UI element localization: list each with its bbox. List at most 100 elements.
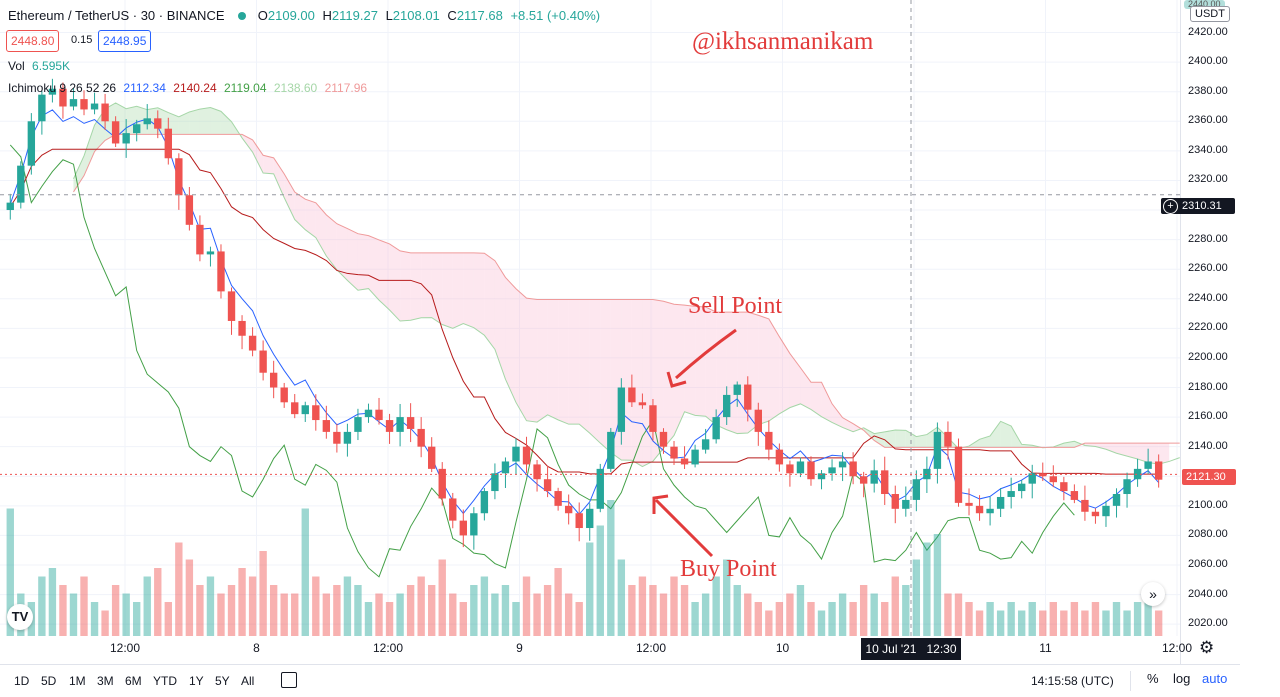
price-tick-label: 2240.00 bbox=[1188, 291, 1228, 304]
ichimoku-cloud bbox=[199, 107, 211, 135]
price-chart[interactable] bbox=[0, 0, 1240, 664]
volume-legend[interactable]: Vol 6.595K bbox=[8, 59, 74, 73]
ichimoku-span-b: 2117.96 bbox=[324, 81, 368, 95]
candle-body bbox=[322, 420, 331, 432]
volume-bar bbox=[396, 593, 404, 636]
candle-body bbox=[238, 320, 246, 336]
tv-logo-icon[interactable]: TV bbox=[7, 604, 33, 630]
volume-bar bbox=[891, 576, 899, 636]
volume-bar bbox=[723, 559, 731, 636]
volume-bar bbox=[965, 602, 973, 636]
volume-bar bbox=[175, 542, 183, 636]
candle-body bbox=[17, 165, 25, 203]
timeframe-6m[interactable]: 6M bbox=[125, 674, 142, 688]
candle-body bbox=[554, 491, 562, 506]
volume-bar bbox=[333, 585, 341, 636]
ichimoku-cloud bbox=[347, 228, 358, 291]
price-tick-label: 2160.00 bbox=[1188, 410, 1228, 423]
timeframe-1m[interactable]: 1M bbox=[69, 674, 86, 688]
candle-body bbox=[1154, 461, 1163, 480]
volume-bar bbox=[838, 593, 847, 636]
candle-body bbox=[891, 494, 899, 509]
volume-bar bbox=[491, 593, 499, 636]
buy-price-box[interactable]: 2448.95 bbox=[98, 30, 152, 52]
timeframe-all[interactable]: All bbox=[241, 674, 255, 688]
volume-bar bbox=[701, 593, 710, 636]
volume-bar bbox=[143, 576, 151, 636]
candle-body bbox=[90, 103, 99, 110]
volume-bar bbox=[564, 593, 573, 636]
ichimoku-cloud bbox=[273, 157, 285, 198]
ichimoku-legend[interactable]: Ichimoku 9 26 52 26 2112.34 2140.24 2119… bbox=[8, 81, 371, 95]
volume-bar bbox=[944, 593, 952, 636]
volume-bar bbox=[923, 542, 931, 636]
crosshair-time-label: 10 Jul '21 12:30 bbox=[861, 638, 961, 660]
volume-bar bbox=[291, 593, 299, 636]
volume-bar bbox=[554, 568, 562, 636]
candle-body bbox=[744, 384, 752, 410]
candle-body bbox=[1091, 511, 1100, 517]
candle-body bbox=[607, 431, 615, 469]
timeframe-1d[interactable]: 1D bbox=[14, 674, 30, 688]
ichimoku-span-a: 2119.04 bbox=[224, 81, 267, 95]
symbol-legend[interactable]: Ethereum / TetherUS · 30 · BINANCE O2109… bbox=[8, 8, 604, 23]
timeframe-5d[interactable]: 5D bbox=[41, 674, 57, 688]
ichimoku-cloud bbox=[1127, 443, 1138, 460]
candle-body bbox=[438, 468, 446, 499]
volume-bar bbox=[512, 602, 520, 636]
ichimoku-cloud bbox=[1137, 443, 1149, 463]
auto-toggle[interactable]: auto bbox=[1202, 671, 1228, 686]
candle-body bbox=[533, 464, 541, 480]
chevron-right-icon[interactable]: » bbox=[1141, 582, 1165, 606]
volume-bar bbox=[238, 568, 246, 636]
volume-bar bbox=[986, 602, 994, 636]
currency-badge[interactable]: USDT bbox=[1190, 6, 1230, 22]
gear-icon[interactable]: ⚙ bbox=[1199, 638, 1215, 657]
calendar-icon[interactable] bbox=[281, 672, 297, 688]
candle-body bbox=[301, 405, 309, 415]
ohlc-o-label: O bbox=[257, 8, 268, 23]
timeframe-ytd[interactable]: YTD bbox=[153, 674, 177, 688]
timeframe-3m[interactable]: 3M bbox=[97, 674, 114, 688]
ohlc-h-label: H bbox=[322, 8, 332, 23]
volume-bar bbox=[206, 576, 215, 636]
utc-clock[interactable]: 14:15:58 (UTC) bbox=[1031, 674, 1114, 688]
timeframe-1y[interactable]: 1Y bbox=[189, 674, 204, 688]
candle-body bbox=[1123, 479, 1131, 495]
candle-body bbox=[80, 99, 88, 110]
volume-bar bbox=[101, 610, 109, 636]
sell-price-box[interactable]: 2448.80 bbox=[6, 30, 60, 52]
ichimoku-cloud bbox=[410, 252, 422, 321]
price-tick-label: 2420.00 bbox=[1188, 25, 1228, 38]
candle-body bbox=[406, 417, 415, 429]
symbol-title: Ethereum / TetherUS · 30 · BINANCE bbox=[8, 8, 225, 23]
volume-bar bbox=[1091, 602, 1100, 636]
volume-bar bbox=[301, 508, 309, 636]
ichimoku-cloud bbox=[326, 214, 337, 270]
plus-circle-icon[interactable]: + bbox=[1163, 199, 1178, 214]
candle-body bbox=[501, 461, 510, 474]
ichimoku-cloud bbox=[547, 299, 559, 420]
ichimoku-cloud bbox=[294, 192, 306, 230]
ichimoku-label: Ichimoku 9 26 52 26 bbox=[8, 81, 117, 95]
volume-bar bbox=[449, 593, 457, 636]
volume-bar bbox=[996, 610, 1005, 636]
candle-body bbox=[965, 502, 973, 506]
candle-body bbox=[269, 372, 278, 388]
timeframe-5y[interactable]: 5Y bbox=[215, 674, 230, 688]
author-watermark: @ikhsanmanikam bbox=[692, 28, 874, 55]
sell-point-label: Sell Point bbox=[688, 293, 783, 319]
ichimoku-cloud bbox=[178, 111, 190, 135]
log-toggle[interactable]: log bbox=[1173, 671, 1191, 686]
volume-label: Vol bbox=[8, 59, 25, 73]
candle-body bbox=[375, 409, 383, 421]
candle-body bbox=[1060, 482, 1068, 492]
volume-bar bbox=[501, 585, 510, 636]
volume-bar bbox=[543, 585, 552, 636]
candle-body bbox=[870, 470, 878, 484]
price-axis[interactable] bbox=[1180, 0, 1241, 664]
percent-toggle[interactable]: % bbox=[1147, 671, 1159, 686]
candle-body bbox=[691, 449, 699, 465]
ichimoku-span-b-line bbox=[73, 133, 1180, 448]
